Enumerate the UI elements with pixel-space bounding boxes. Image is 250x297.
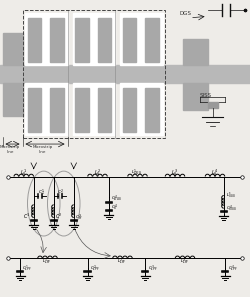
Bar <box>75 18 89 62</box>
Bar <box>75 88 89 132</box>
Bar <box>50 88 64 132</box>
Text: $C^4_{DGS}$: $C^4_{DGS}$ <box>111 194 122 204</box>
Text: Microstrip
line: Microstrip line <box>0 145 20 154</box>
Bar <box>120 13 162 65</box>
Bar <box>50 18 64 62</box>
Text: $L^1_S$: $L^1_S$ <box>20 168 27 178</box>
Text: $L^2_{LPF}$: $L^2_{LPF}$ <box>117 256 127 267</box>
Text: $C^1_1$: $C^1_1$ <box>38 187 44 198</box>
Bar <box>98 88 111 132</box>
Bar <box>25 13 68 65</box>
Bar <box>2 33 22 65</box>
Text: $C^3_{LPF}$: $C^3_{LPF}$ <box>148 264 158 274</box>
Text: $C^1_{LPF}$: $C^1_{LPF}$ <box>22 264 32 274</box>
Text: $L^5_{SISS}$: $L^5_{SISS}$ <box>226 191 237 201</box>
Text: $C^1$: $C^1$ <box>23 212 31 221</box>
Bar <box>72 13 115 65</box>
Bar <box>28 88 41 132</box>
Bar <box>122 18 136 62</box>
Bar <box>2 83 22 116</box>
Text: $L^1_{LPF}$: $L^1_{LPF}$ <box>42 256 52 267</box>
Text: $L^3_S$: $L^3_S$ <box>171 168 178 178</box>
Text: $C^2$: $C^2$ <box>55 212 62 221</box>
Bar <box>145 88 159 132</box>
Text: $C^2_1$: $C^2_1$ <box>58 187 64 198</box>
Bar <box>28 18 41 62</box>
Bar <box>122 88 136 132</box>
Bar <box>182 83 208 110</box>
Bar <box>182 39 208 65</box>
Text: $C^4_S$: $C^4_S$ <box>111 202 118 213</box>
Text: Microstrip
line: Microstrip line <box>32 145 52 154</box>
Text: $C^2_{LPF}$: $C^2_{LPF}$ <box>90 264 100 274</box>
Text: $L^2_S$: $L^2_S$ <box>94 168 100 178</box>
Text: $C^4_{LPF}$: $C^4_{LPF}$ <box>228 264 237 274</box>
Text: $L^1_{DGS}$: $L^1_{DGS}$ <box>132 167 142 178</box>
Text: $L^3_{LPF}$: $L^3_{LPF}$ <box>180 256 190 267</box>
Text: $C^4_{SISS}$: $C^4_{SISS}$ <box>226 204 237 214</box>
Bar <box>208 102 218 108</box>
Bar <box>22 10 165 138</box>
Text: DGS: DGS <box>180 11 192 16</box>
Bar <box>72 83 115 135</box>
Text: $C^3_H$: $C^3_H$ <box>75 212 82 223</box>
Bar <box>120 83 162 135</box>
Bar <box>145 18 159 62</box>
Bar <box>0 65 250 83</box>
Bar <box>25 83 68 135</box>
Text: $L^4_S$: $L^4_S$ <box>211 168 218 178</box>
Text: SISS: SISS <box>200 93 212 97</box>
Bar <box>98 18 111 62</box>
